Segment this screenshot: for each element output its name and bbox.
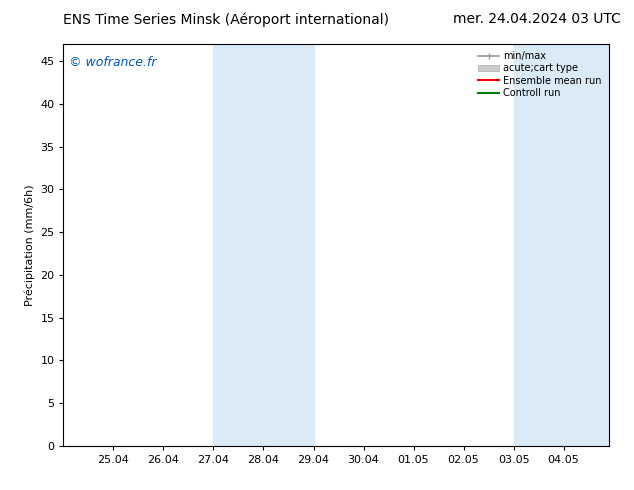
- Text: mer. 24.04.2024 03 UTC: mer. 24.04.2024 03 UTC: [453, 12, 621, 26]
- Text: ENS Time Series Minsk (Aéroport international): ENS Time Series Minsk (Aéroport internat…: [63, 12, 389, 27]
- Y-axis label: Précipitation (mm/6h): Précipitation (mm/6h): [24, 184, 35, 306]
- Text: © wofrance.fr: © wofrance.fr: [69, 56, 157, 69]
- Bar: [214, 44, 313, 446]
- Legend: min/max, acute;cart type, Ensemble mean run, Controll run: min/max, acute;cart type, Ensemble mean …: [476, 49, 604, 100]
- Bar: [514, 44, 609, 446]
